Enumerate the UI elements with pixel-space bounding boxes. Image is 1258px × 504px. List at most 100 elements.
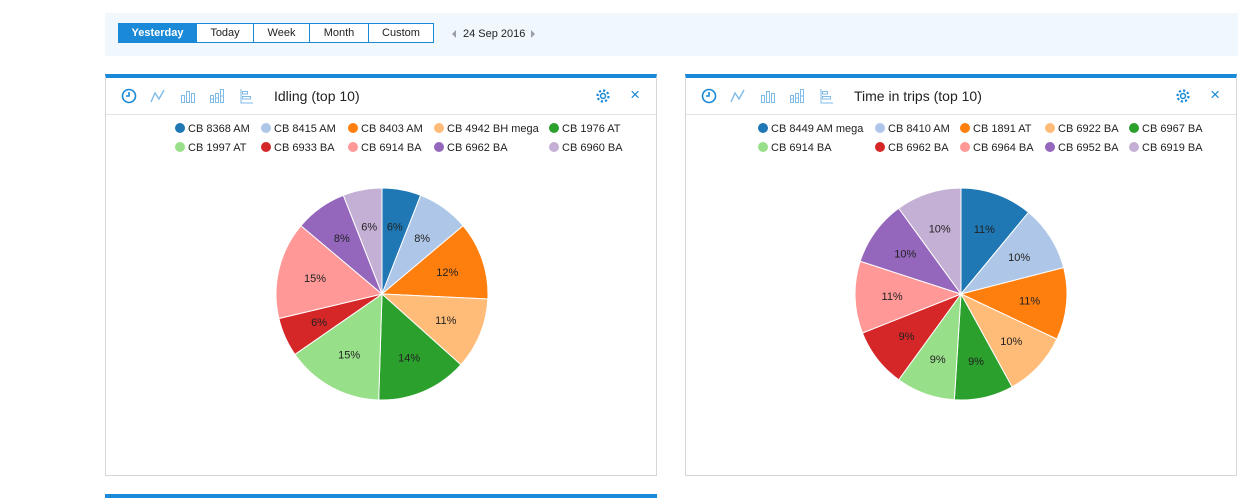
legend-dot-icon xyxy=(1045,142,1055,152)
idling-chart-panel: Idling (top 10) × CB 8368 AM CB 8415 AM CB… xyxy=(105,74,657,476)
legend-item[interactable]: CB 4942 BH mega xyxy=(434,123,539,137)
stacked-bar-chart-icon[interactable] xyxy=(788,87,806,105)
clock-icon[interactable] xyxy=(120,87,138,105)
legend-label: CB 6952 BA xyxy=(1058,142,1119,154)
period-selector: Yesterday Today Week Month Custom xyxy=(118,23,434,43)
legend-dot-icon xyxy=(549,123,559,133)
legend-item[interactable]: CB 6919 BA xyxy=(1129,142,1203,156)
legend-label: CB 8403 AM xyxy=(361,123,423,135)
slice-value-label: 11% xyxy=(882,291,903,303)
pie-slice[interactable] xyxy=(959,267,1068,340)
slice-value-label: 6% xyxy=(311,317,327,329)
legend-item[interactable]: CB 8415 AM xyxy=(261,123,336,137)
bar-chart-icon[interactable] xyxy=(759,87,777,105)
pie-slice[interactable] xyxy=(342,187,383,295)
panel-header: Time in trips (top 10) × xyxy=(686,78,1236,115)
slice-value-label: 12% xyxy=(436,267,458,279)
slice-value-label: 11% xyxy=(435,315,456,327)
legend-label: CB 6964 BA xyxy=(973,142,1034,154)
bar-chart-icon[interactable] xyxy=(179,87,197,105)
legend-label: CB 6914 BA xyxy=(361,142,422,154)
period-custom-button[interactable]: Custom xyxy=(369,24,433,42)
time-in-trips-pie-chart: 11% 10% 11% 10% 9% 9% 9% 11% 10% 10% xyxy=(854,187,1068,401)
period-month-button[interactable]: Month xyxy=(310,24,369,42)
slice-value-label: 11% xyxy=(974,224,995,236)
legend-dot-icon xyxy=(175,123,185,133)
idling-pie-chart: 6% 8% 12% 11% 14% 15% 6% 15% 8% 6% xyxy=(275,187,489,401)
close-icon[interactable]: × xyxy=(1210,85,1220,104)
date-navigator: 24 Sep 2016 xyxy=(452,27,536,41)
current-date-label: 24 Sep 2016 xyxy=(463,28,526,40)
legend-dot-icon xyxy=(875,123,885,133)
legend-label: CB 6962 BA xyxy=(447,142,508,154)
legend-dot-icon xyxy=(261,142,271,152)
legend-label: CB 6922 BA xyxy=(1058,123,1119,135)
pie-slice[interactable] xyxy=(294,293,383,401)
pie-slice[interactable] xyxy=(380,293,489,366)
legend-dot-icon xyxy=(175,142,185,152)
legend-item[interactable]: CB 6962 BA xyxy=(875,142,949,156)
legend-dot-icon xyxy=(261,123,271,133)
pie-slice[interactable] xyxy=(960,187,1030,296)
legend-item[interactable]: CB 6922 BA xyxy=(1045,123,1119,137)
period-today-button[interactable]: Today xyxy=(197,24,254,42)
legend-item[interactable]: CB 1997 AT xyxy=(175,142,247,156)
legend-dot-icon xyxy=(1129,142,1139,152)
legend-dot-icon xyxy=(960,123,970,133)
legend-item[interactable]: CB 8410 AM xyxy=(875,123,950,137)
legend-dot-icon xyxy=(348,123,358,133)
stacked-bar-chart-icon[interactable] xyxy=(208,87,226,105)
slice-value-label: 9% xyxy=(899,331,915,343)
slice-value-label: 10% xyxy=(929,223,951,235)
pie-slice[interactable] xyxy=(897,187,962,296)
legend-item[interactable]: CB 6952 BA xyxy=(1045,142,1119,156)
legend-label: CB 6962 BA xyxy=(888,142,949,154)
gear-icon[interactable] xyxy=(594,87,612,105)
horizontal-bar-chart-icon[interactable] xyxy=(238,87,256,105)
line-chart-icon[interactable] xyxy=(729,87,747,105)
legend-item[interactable]: CB 6967 BA xyxy=(1129,123,1203,137)
close-icon[interactable]: × xyxy=(630,85,640,104)
legend-dot-icon xyxy=(758,142,768,152)
period-week-button[interactable]: Week xyxy=(254,24,310,42)
slice-value-label: 15% xyxy=(304,273,326,285)
slice-value-label: 14% xyxy=(398,352,420,364)
panel-title: Idling (top 10) xyxy=(274,88,360,104)
legend-item[interactable]: CB 8403 AM xyxy=(348,123,423,137)
legend-item[interactable]: CB 8449 AM mega xyxy=(758,123,863,137)
legend-item[interactable]: CB 8368 AM xyxy=(175,123,250,137)
slice-value-label: 9% xyxy=(968,356,984,368)
legend-item[interactable]: CB 1976 AT xyxy=(549,123,621,137)
legend-dot-icon xyxy=(434,142,444,152)
legend-item[interactable]: CB 6960 BA xyxy=(549,142,623,156)
legend-label: CB 6967 BA xyxy=(1142,123,1203,135)
legend-label: CB 8415 AM xyxy=(274,123,336,135)
previous-date-arrow-icon[interactable] xyxy=(452,30,456,38)
line-chart-icon[interactable] xyxy=(149,87,167,105)
pie-slice[interactable] xyxy=(378,292,462,401)
next-date-arrow-icon[interactable] xyxy=(531,30,536,38)
horizontal-bar-chart-icon[interactable] xyxy=(818,87,836,105)
legend-item[interactable]: CB 6962 BA xyxy=(434,142,508,156)
legend-item[interactable]: CB 6914 BA xyxy=(758,142,832,156)
legend-item[interactable]: CB 6914 BA xyxy=(348,142,422,156)
pie-slice[interactable] xyxy=(275,225,384,320)
slice-value-label: 6% xyxy=(387,221,403,233)
legend-label: CB 8368 AM xyxy=(188,123,250,135)
pie-slice[interactable] xyxy=(854,260,963,334)
legend-item[interactable]: CB 1891 AT xyxy=(960,123,1032,137)
pie-slice[interactable] xyxy=(380,225,489,300)
legend-item[interactable]: CB 6933 BA xyxy=(261,142,335,156)
legend-item[interactable]: CB 6964 BA xyxy=(960,142,1034,156)
period-yesterday-button[interactable]: Yesterday xyxy=(119,24,197,42)
slice-value-label: 10% xyxy=(1008,252,1030,264)
next-panel-top-border xyxy=(105,494,657,498)
legend-dot-icon xyxy=(875,142,885,152)
slice-value-label: 10% xyxy=(894,249,916,261)
legend-dot-icon xyxy=(348,142,358,152)
gear-icon[interactable] xyxy=(1174,87,1192,105)
legend-label: CB 1891 AT xyxy=(973,123,1032,135)
legend-label: CB 6960 BA xyxy=(562,142,623,154)
clock-icon[interactable] xyxy=(700,87,718,105)
legend-label: CB 1997 AT xyxy=(188,142,247,154)
